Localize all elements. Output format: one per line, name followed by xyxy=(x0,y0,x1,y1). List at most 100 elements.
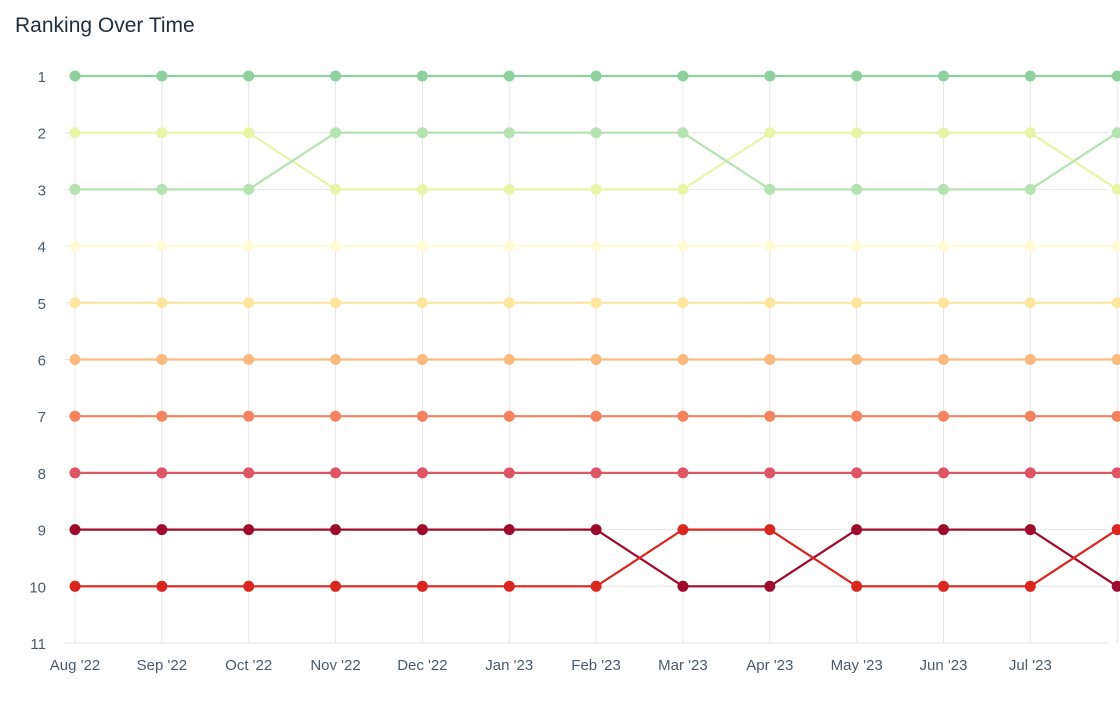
data-point[interactable] xyxy=(1024,127,1036,139)
data-point[interactable] xyxy=(764,127,776,139)
data-point[interactable] xyxy=(156,70,168,82)
data-point[interactable] xyxy=(503,354,515,365)
data-point[interactable] xyxy=(330,127,342,139)
data-point[interactable] xyxy=(69,70,81,82)
data-point[interactable] xyxy=(764,524,776,536)
data-point[interactable] xyxy=(677,70,689,82)
data-point[interactable] xyxy=(416,580,428,592)
data-point[interactable] xyxy=(503,127,515,139)
data-point[interactable] xyxy=(590,70,602,82)
data-point[interactable] xyxy=(416,183,428,195)
data-point[interactable] xyxy=(938,297,949,309)
data-point[interactable] xyxy=(1111,580,1120,592)
data-point[interactable] xyxy=(677,297,689,309)
data-point[interactable] xyxy=(69,183,81,195)
data-point[interactable] xyxy=(1024,467,1036,479)
data-point[interactable] xyxy=(330,354,342,365)
data-point[interactable] xyxy=(243,580,255,592)
data-point[interactable] xyxy=(938,580,949,592)
data-point[interactable] xyxy=(69,467,81,479)
data-point[interactable] xyxy=(416,354,428,365)
data-point[interactable] xyxy=(1024,410,1036,422)
data-point[interactable] xyxy=(1111,70,1120,82)
data-point[interactable] xyxy=(851,524,863,536)
data-point[interactable] xyxy=(764,354,776,365)
data-point[interactable] xyxy=(1111,354,1120,365)
data-point[interactable] xyxy=(677,580,689,592)
data-point[interactable] xyxy=(69,580,81,592)
data-point[interactable] xyxy=(243,524,255,536)
data-point[interactable] xyxy=(1111,467,1120,479)
data-point[interactable] xyxy=(416,524,428,536)
data-point[interactable] xyxy=(764,410,776,422)
data-point[interactable] xyxy=(1024,297,1036,309)
data-point[interactable] xyxy=(156,354,168,365)
data-point[interactable] xyxy=(416,410,428,422)
data-point[interactable] xyxy=(330,467,342,479)
data-point[interactable] xyxy=(69,240,81,252)
data-point[interactable] xyxy=(590,183,602,195)
data-point[interactable] xyxy=(764,297,776,309)
data-point[interactable] xyxy=(590,127,602,139)
data-point[interactable] xyxy=(677,524,689,536)
data-point[interactable] xyxy=(677,127,689,139)
data-point[interactable] xyxy=(243,354,255,365)
data-point[interactable] xyxy=(938,354,949,365)
data-point[interactable] xyxy=(330,524,342,536)
data-point[interactable] xyxy=(590,410,602,422)
data-point[interactable] xyxy=(1024,240,1036,252)
data-point[interactable] xyxy=(851,127,863,139)
data-point[interactable] xyxy=(1024,70,1036,82)
data-point[interactable] xyxy=(330,297,342,309)
data-point[interactable] xyxy=(938,70,949,82)
data-point[interactable] xyxy=(503,183,515,195)
data-point[interactable] xyxy=(330,70,342,82)
data-point[interactable] xyxy=(156,297,168,309)
data-point[interactable] xyxy=(1111,410,1120,422)
data-point[interactable] xyxy=(156,580,168,592)
data-point[interactable] xyxy=(243,183,255,195)
data-point[interactable] xyxy=(1024,580,1036,592)
data-point[interactable] xyxy=(764,467,776,479)
data-point[interactable] xyxy=(677,354,689,365)
data-point[interactable] xyxy=(330,580,342,592)
data-point[interactable] xyxy=(938,240,949,252)
data-point[interactable] xyxy=(938,467,949,479)
data-point[interactable] xyxy=(1111,127,1120,139)
data-point[interactable] xyxy=(590,240,602,252)
data-point[interactable] xyxy=(330,240,342,252)
data-point[interactable] xyxy=(243,410,255,422)
data-point[interactable] xyxy=(69,127,81,139)
data-point[interactable] xyxy=(503,70,515,82)
data-point[interactable] xyxy=(416,297,428,309)
data-point[interactable] xyxy=(1111,524,1120,536)
data-point[interactable] xyxy=(938,183,949,195)
data-point[interactable] xyxy=(243,70,255,82)
data-point[interactable] xyxy=(851,410,863,422)
data-point[interactable] xyxy=(851,70,863,82)
data-point[interactable] xyxy=(590,580,602,592)
data-point[interactable] xyxy=(851,580,863,592)
data-point[interactable] xyxy=(503,467,515,479)
data-point[interactable] xyxy=(69,354,81,365)
data-point[interactable] xyxy=(851,240,863,252)
data-point[interactable] xyxy=(156,240,168,252)
data-point[interactable] xyxy=(1024,354,1036,365)
data-point[interactable] xyxy=(677,240,689,252)
data-point[interactable] xyxy=(416,127,428,139)
data-point[interactable] xyxy=(503,524,515,536)
data-point[interactable] xyxy=(1111,240,1120,252)
data-point[interactable] xyxy=(156,183,168,195)
data-point[interactable] xyxy=(764,240,776,252)
data-point[interactable] xyxy=(243,240,255,252)
data-point[interactable] xyxy=(590,297,602,309)
data-point[interactable] xyxy=(1111,183,1120,195)
data-point[interactable] xyxy=(938,127,949,139)
data-point[interactable] xyxy=(1024,524,1036,536)
data-point[interactable] xyxy=(330,410,342,422)
data-point[interactable] xyxy=(677,410,689,422)
data-point[interactable] xyxy=(764,183,776,195)
data-point[interactable] xyxy=(677,183,689,195)
data-point[interactable] xyxy=(851,467,863,479)
data-point[interactable] xyxy=(156,467,168,479)
